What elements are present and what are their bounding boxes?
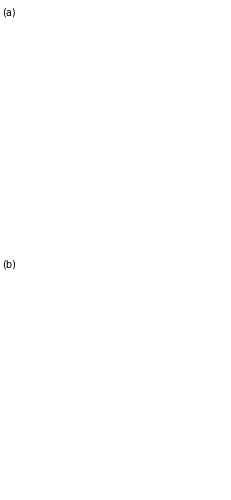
Text: (b): (b) bbox=[2, 260, 16, 270]
Text: (a): (a) bbox=[2, 8, 16, 18]
